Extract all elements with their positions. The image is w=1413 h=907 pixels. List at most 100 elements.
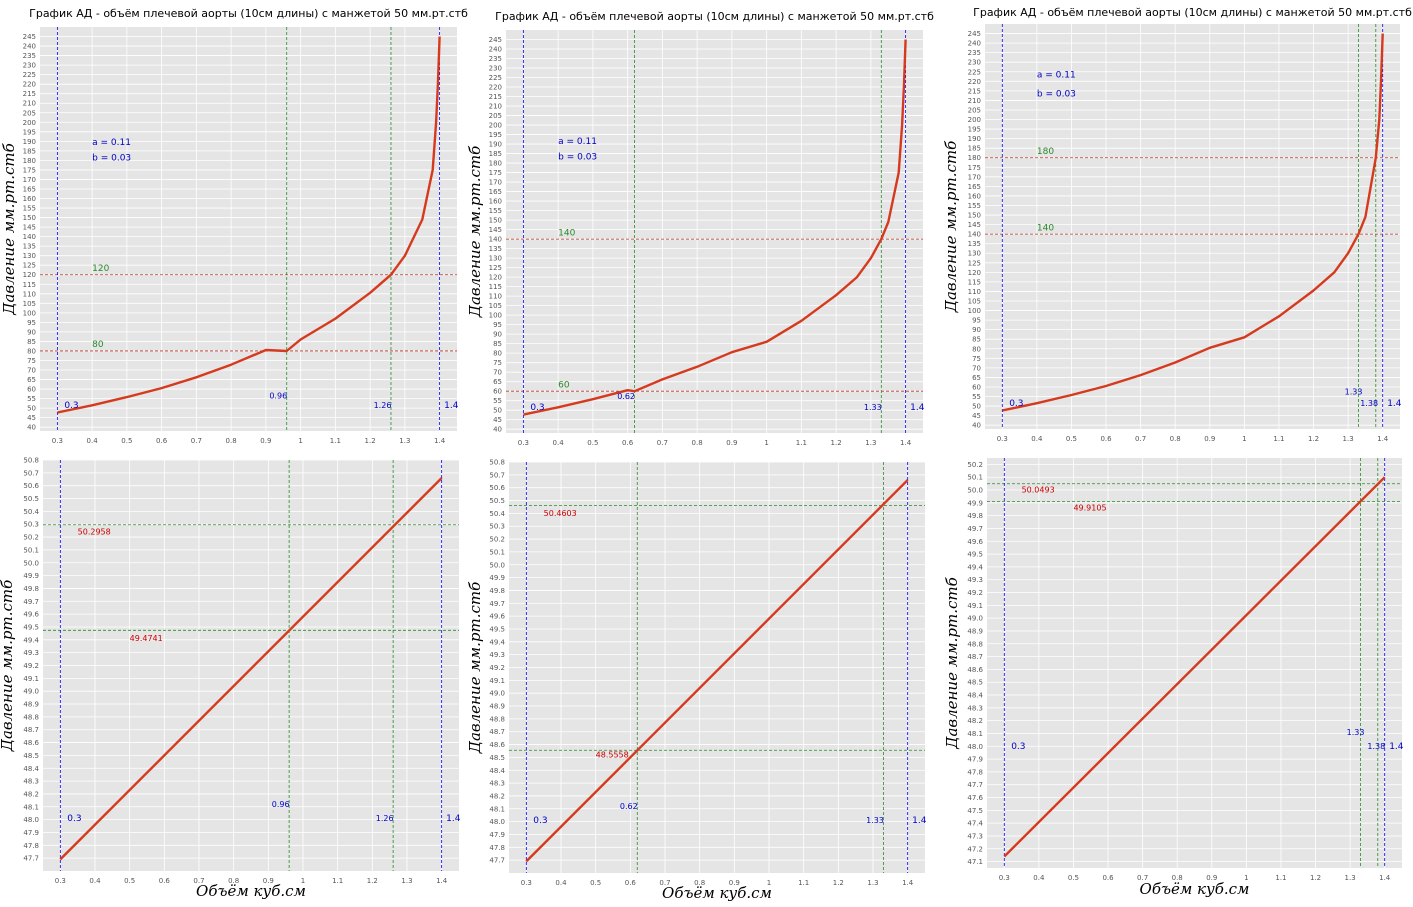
annotation-label: a = 0.11 xyxy=(558,137,597,147)
y-tick-label: 48.0 xyxy=(489,818,505,826)
annotation-label: 0.62 xyxy=(617,392,635,401)
x-tick-label: 0.6 xyxy=(159,877,171,885)
y-tick-label: 145 xyxy=(968,221,981,229)
y-tick-label: 49.3 xyxy=(489,651,505,659)
y-tick-label: 135 xyxy=(489,245,502,253)
y-tick-label: 170 xyxy=(968,173,981,181)
x-tick-label: 1.4 xyxy=(434,437,446,445)
y-tick-label: 245 xyxy=(23,33,36,41)
y-tick-label: 165 xyxy=(23,185,36,193)
x-tick-label: 0.7 xyxy=(193,877,204,885)
y-tick-label: 75 xyxy=(493,359,502,367)
x-tick-label: 1.1 xyxy=(330,437,341,445)
y-tick-label: 135 xyxy=(23,243,36,251)
y-tick-label: 50.2 xyxy=(489,536,505,544)
y-tick-label: 49.3 xyxy=(967,576,983,584)
x-tick-label: 1 xyxy=(767,879,771,887)
y-tick-label: 50.4 xyxy=(489,510,505,518)
y-tick-label: 200 xyxy=(23,119,36,127)
annotation-label: 1.33 xyxy=(1345,388,1363,397)
x-tick-label: 0.8 xyxy=(226,437,237,445)
x-tick-label: 0.8 xyxy=(1172,874,1183,882)
x-tick-label: 0.5 xyxy=(1068,874,1079,882)
y-tick-label: 120 xyxy=(489,274,502,282)
y-tick-label: 48.9 xyxy=(967,627,983,635)
x-tick-label: 0.4 xyxy=(553,439,565,447)
y-tick-label: 145 xyxy=(23,224,36,232)
y-axis-label: Давление мм.рт.стб xyxy=(466,145,484,318)
y-tick-label: 50.0 xyxy=(489,561,505,569)
x-tick-label: 1.2 xyxy=(1310,874,1321,882)
y-tick-label: 48.8 xyxy=(23,713,39,721)
y-tick-label: 240 xyxy=(23,43,36,51)
y-tick-label: 50.0 xyxy=(23,559,39,567)
x-tick-label: 1 xyxy=(301,877,305,885)
y-tick-label: 205 xyxy=(489,112,502,120)
x-tick-label: 0.8 xyxy=(694,879,705,887)
y-tick-label: 49.2 xyxy=(967,589,983,597)
x-tick-label: 1.3 xyxy=(401,877,412,885)
y-tick-label: 55 xyxy=(972,393,981,401)
x-axis-label: Объём куб.см xyxy=(662,884,772,902)
x-axis-label: Объём куб.см xyxy=(196,882,306,900)
y-tick-label: 85 xyxy=(972,336,981,344)
y-tick-label: 50.2 xyxy=(967,461,983,469)
annotation-label: 0.3 xyxy=(1009,399,1023,409)
y-tick-label: 145 xyxy=(489,226,502,234)
chart-panel-5: 47.7 47.8 47.9 48.0 48.1 48.2 48.3 48.4 48.5 48.6… xyxy=(466,459,927,903)
y-tick-label: 60 xyxy=(27,386,36,394)
x-tick-label: 0.4 xyxy=(1033,874,1045,882)
x-tick-label: 0.7 xyxy=(1135,435,1146,443)
plot-area xyxy=(40,27,457,431)
y-axis-label: Давление мм.рт.стб xyxy=(0,142,18,315)
x-tick-label: 0.6 xyxy=(625,879,637,887)
annotation-label: b = 0.03 xyxy=(558,152,597,162)
annotation-label: 120 xyxy=(92,264,109,274)
x-tick-label: 1.3 xyxy=(865,439,876,447)
y-tick-label: 130 xyxy=(23,252,36,260)
y-tick-label: 48.9 xyxy=(23,701,39,709)
y-tick-label: 190 xyxy=(23,138,36,146)
y-tick-label: 47.7 xyxy=(489,857,505,865)
y-tick-label: 65 xyxy=(27,376,36,384)
chart-title: График АД - объём плечевой аорты (10см д… xyxy=(495,10,934,23)
y-tick-label: 155 xyxy=(23,205,36,213)
y-tick-label: 80 xyxy=(493,350,502,358)
y-tick-label: 75 xyxy=(27,357,36,365)
y-tick-label: 50.7 xyxy=(489,471,505,479)
x-tick-label: 0.5 xyxy=(590,879,601,887)
y-tick-label: 65 xyxy=(972,374,981,382)
y-tick-label: 47.6 xyxy=(967,794,983,802)
y-tick-label: 245 xyxy=(489,36,502,44)
y-tick-label: 120 xyxy=(968,269,981,277)
y-tick-label: 100 xyxy=(489,312,502,320)
chart-panel-6: 47.1 47.2 47.3 47.4 47.5 47.6 47.7 47.8 47.9 48.0… xyxy=(943,458,1404,898)
y-tick-label: 125 xyxy=(23,262,36,270)
y-tick-label: 49.1 xyxy=(967,602,983,610)
series-line xyxy=(59,477,443,861)
x-tick-label: 1.1 xyxy=(1273,435,1284,443)
y-tick-label: 215 xyxy=(968,87,981,95)
y-tick-label: 48.4 xyxy=(23,765,39,773)
y-tick-label: 50 xyxy=(493,407,502,415)
chart-panel-4: 47.7 47.8 47.9 48.0 48.1 48.2 48.3 48.4 48.5 48.6… xyxy=(0,457,461,901)
annotation-label: 1.33 xyxy=(864,403,882,412)
y-tick-label: 210 xyxy=(489,103,502,111)
x-tick-label: 0.8 xyxy=(1170,435,1181,443)
x-tick-label: 0.9 xyxy=(263,877,274,885)
y-tick-label: 50.1 xyxy=(23,546,39,554)
y-tick-label: 85 xyxy=(27,338,36,346)
y-tick-label: 180 xyxy=(489,160,502,168)
y-tick-label: 135 xyxy=(968,240,981,248)
annotation-label: b = 0.03 xyxy=(1037,90,1076,100)
x-tick-label: 0.7 xyxy=(191,437,202,445)
annotation-label: 50.4603 xyxy=(544,509,577,518)
annotation-label: 1.4 xyxy=(444,401,459,411)
y-tick-label: 47.8 xyxy=(489,844,505,852)
y-tick-label: 240 xyxy=(489,46,502,54)
x-tick-label: 1.1 xyxy=(798,879,809,887)
y-tick-label: 125 xyxy=(489,264,502,272)
x-tick-label: 0.6 xyxy=(1100,435,1112,443)
